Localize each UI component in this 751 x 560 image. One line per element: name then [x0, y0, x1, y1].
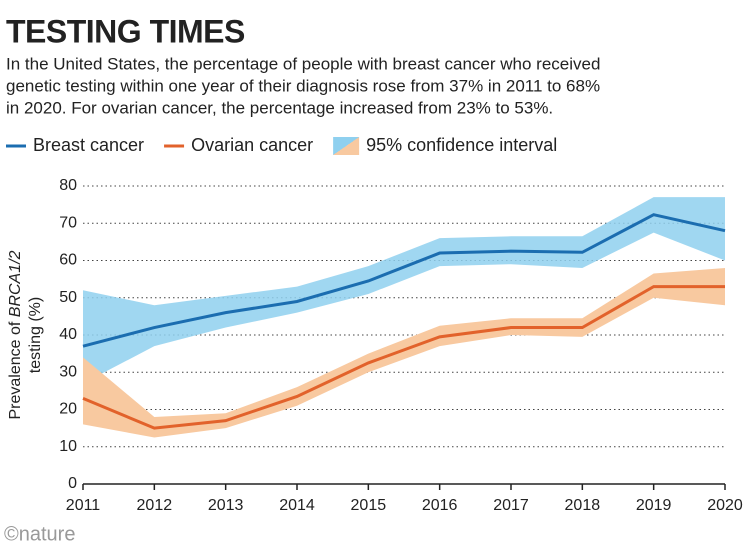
- y-tick-label: 0: [68, 475, 77, 492]
- x-tick-label: 2015: [351, 497, 387, 514]
- x-tick-label: 2020: [707, 497, 743, 514]
- legend-swatch: [333, 137, 360, 155]
- legend-label: Ovarian cancer: [191, 135, 313, 155]
- x-tick-label: 2013: [208, 497, 244, 514]
- y-tick-label: 20: [59, 401, 77, 418]
- confidence-band: [83, 267, 725, 438]
- y-tick-label: 60: [59, 252, 77, 269]
- confidence-band: [83, 197, 725, 384]
- legend-label: 95% confidence interval: [366, 135, 557, 155]
- x-tick-label: 2012: [137, 497, 173, 514]
- x-tick-label: 2019: [636, 497, 672, 514]
- y-tick-label: 70: [59, 214, 77, 231]
- y-axis-label-part: BRCA1/2: [7, 250, 24, 317]
- y-axis-label-line: testing (%): [27, 297, 44, 373]
- y-tick-label: 10: [59, 438, 77, 455]
- series-line: [82, 285, 725, 430]
- y-tick-label: 30: [59, 363, 77, 380]
- y-axis-label-part: Prevalence of: [7, 317, 24, 419]
- x-tick-label: 2018: [565, 497, 601, 514]
- y-axis-label-line: Prevalence of BRCA1/2: [7, 250, 24, 419]
- legend-label: Breast cancer: [33, 135, 144, 155]
- x-tick-label: 2017: [493, 497, 529, 514]
- y-tick-label: 80: [59, 177, 77, 194]
- subtitle: in 2020. For ovarian cancer, the percent…: [6, 98, 553, 117]
- x-tick-label: 2011: [66, 497, 101, 514]
- x-tick-label: 2016: [422, 497, 458, 514]
- subtitle: genetic testing within one year of their…: [6, 76, 600, 95]
- y-tick-label: 40: [59, 326, 77, 343]
- series-line: [82, 213, 726, 348]
- y-tick-label: 50: [59, 289, 77, 306]
- subtitle: In the United States, the percentage of …: [6, 54, 600, 73]
- y-axis-label: Prevalence of BRCA1/2 testing (%): [7, 250, 44, 419]
- chart-title: TESTING TIMES: [6, 13, 245, 49]
- x-tick-label: 2014: [279, 497, 315, 514]
- source: ©nature: [4, 523, 75, 545]
